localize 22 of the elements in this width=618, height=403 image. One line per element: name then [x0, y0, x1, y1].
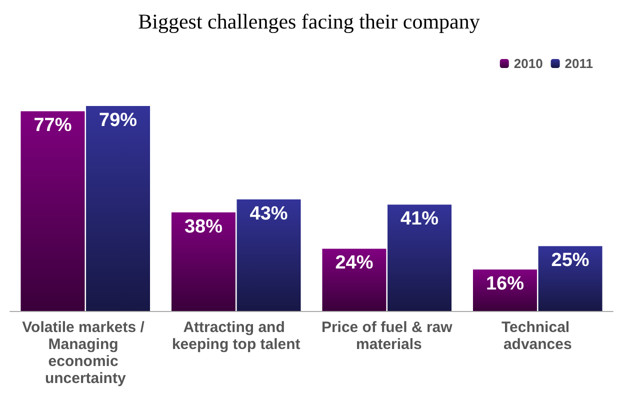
bar — [20, 111, 85, 311]
bar — [322, 248, 386, 311]
x-tick-label: Attracting and keeping top talent — [172, 319, 300, 353]
chart-title: Biggest challenges facing their company — [138, 10, 480, 34]
legend-label: 2011 — [564, 56, 593, 71]
x-tick-label: Volatile markets / Managing economic uncertainty — [22, 319, 149, 387]
data-label: 16% — [486, 273, 524, 294]
x-tick-label: Technical advances — [502, 319, 574, 353]
data-label: 24% — [335, 252, 374, 274]
bar — [388, 204, 452, 311]
bar — [171, 212, 236, 311]
data-label: 38% — [184, 216, 223, 238]
data-label: 79% — [99, 110, 138, 131]
data-label: 41% — [400, 208, 439, 230]
x-tick-label: Price of fuel & raw materials — [321, 319, 453, 353]
bar — [236, 199, 301, 311]
data-label: 25% — [551, 250, 590, 272]
data-label: 77% — [34, 115, 72, 136]
legend-label: 2010 — [514, 56, 543, 71]
bar — [538, 246, 602, 311]
data-label: 43% — [250, 203, 288, 224]
bar — [86, 106, 150, 311]
